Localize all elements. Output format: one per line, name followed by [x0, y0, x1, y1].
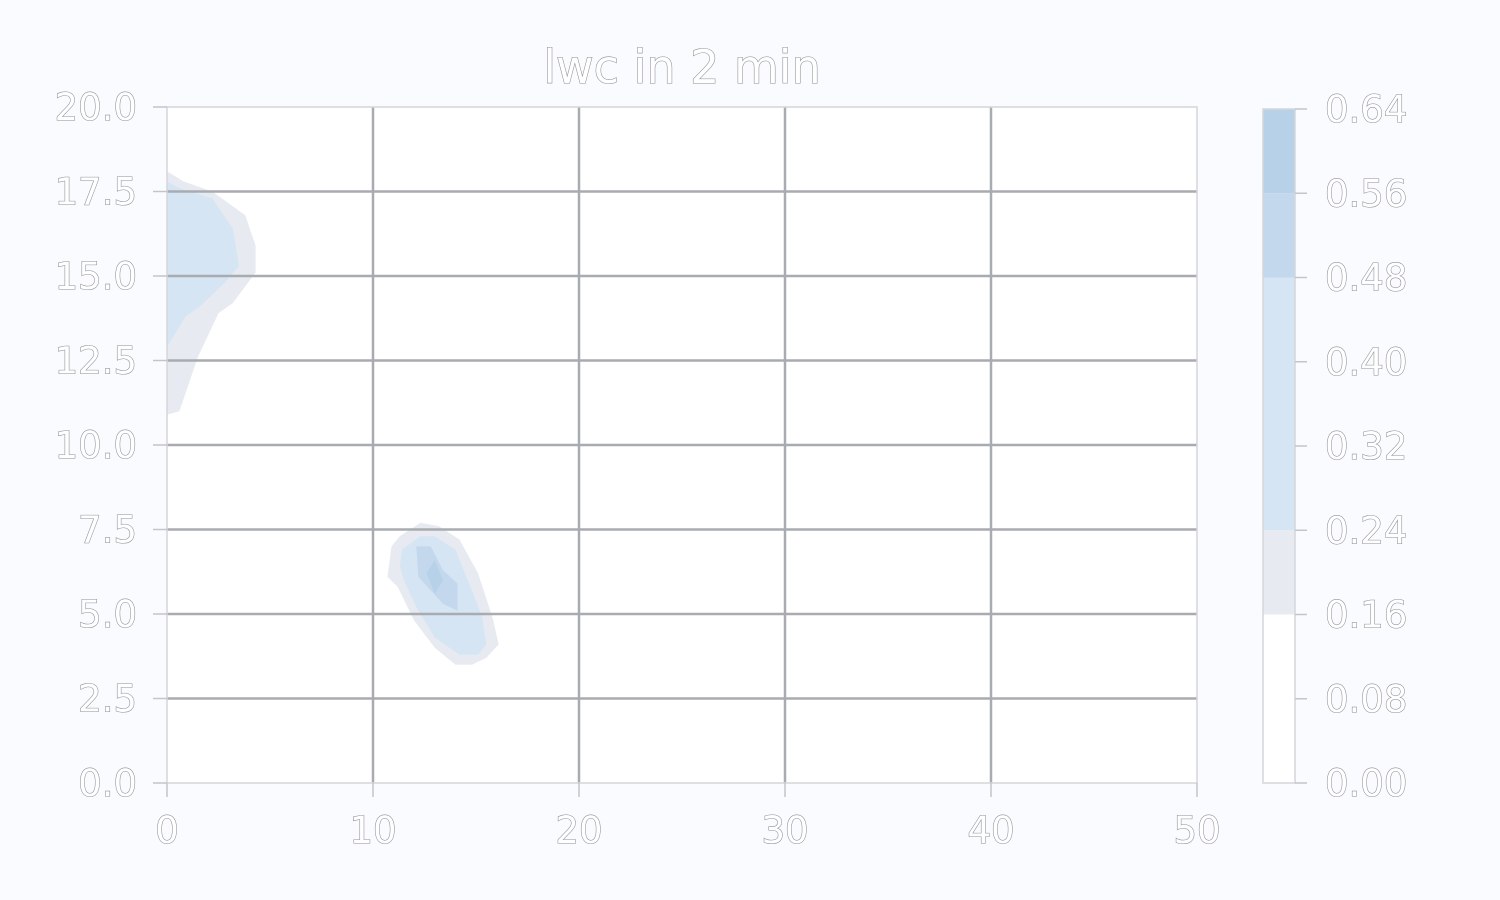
- colorbar-band-3: [1263, 193, 1295, 278]
- colorbar-tick-label-6: 0.48: [1325, 257, 1407, 300]
- grid-lines: [167, 107, 1197, 783]
- chart-title: lwc in 2 min: [543, 40, 821, 94]
- colorbar-tick-label-7: 0.56: [1325, 172, 1407, 215]
- y-tick-label-1: 2.5: [78, 678, 137, 721]
- x-tick-label-1: 10: [349, 809, 396, 852]
- y-tick-label-7: 17.5: [55, 171, 137, 214]
- colorbar-tick-label-5: 0.40: [1325, 341, 1407, 384]
- y-tick-label-2: 5.0: [78, 593, 137, 636]
- colorbar-tick-label-1: 0.08: [1325, 678, 1407, 721]
- colorbar-band-4: [1263, 109, 1295, 194]
- colorbar-tick-label-2: 0.16: [1325, 594, 1407, 637]
- y-tick-label-6: 15.0: [55, 255, 137, 298]
- x-tick-label-3: 30: [761, 809, 808, 852]
- x-tick-label-5: 50: [1173, 809, 1220, 852]
- y-tick-label-0: 0.0: [78, 762, 137, 805]
- lower-center-blob-level-5: [426, 559, 443, 594]
- colorbar-band-2: [1263, 277, 1295, 531]
- x-tick-label-0: 0: [155, 809, 179, 852]
- y-tick-label-8: 20.0: [55, 86, 137, 129]
- x-tick-label-4: 40: [967, 809, 1014, 852]
- y-tick-label-3: 7.5: [78, 509, 137, 552]
- colorbar-band-0: [1263, 614, 1295, 783]
- colorbar: 0.00 0.08 0.16 0.24 0.32 0.40 0.48 0.56 0.64: [1262, 87, 1408, 806]
- y-tick-label-5: 12.5: [55, 340, 137, 383]
- colorbar-tick-label-3: 0.24: [1325, 509, 1407, 552]
- x-tick-label-2: 20: [555, 809, 602, 852]
- contour-regions: [167, 171, 499, 665]
- colorbar-tick-label-8: 0.64: [1325, 88, 1407, 131]
- upper-left-blob-level-1: [167, 181, 240, 347]
- y-tick-label-4: 10.0: [55, 424, 137, 467]
- colorbar-band-1: [1263, 530, 1295, 615]
- axes: 0 10 20 30 40 50 0.0 2.5 5.0 7.5 10.0 12.5 15.0 17.5 2…: [54, 85, 1221, 852]
- colorbar-tick-label-4: 0.32: [1325, 425, 1407, 468]
- colorbar-tick-label-0: 0.00: [1325, 762, 1407, 805]
